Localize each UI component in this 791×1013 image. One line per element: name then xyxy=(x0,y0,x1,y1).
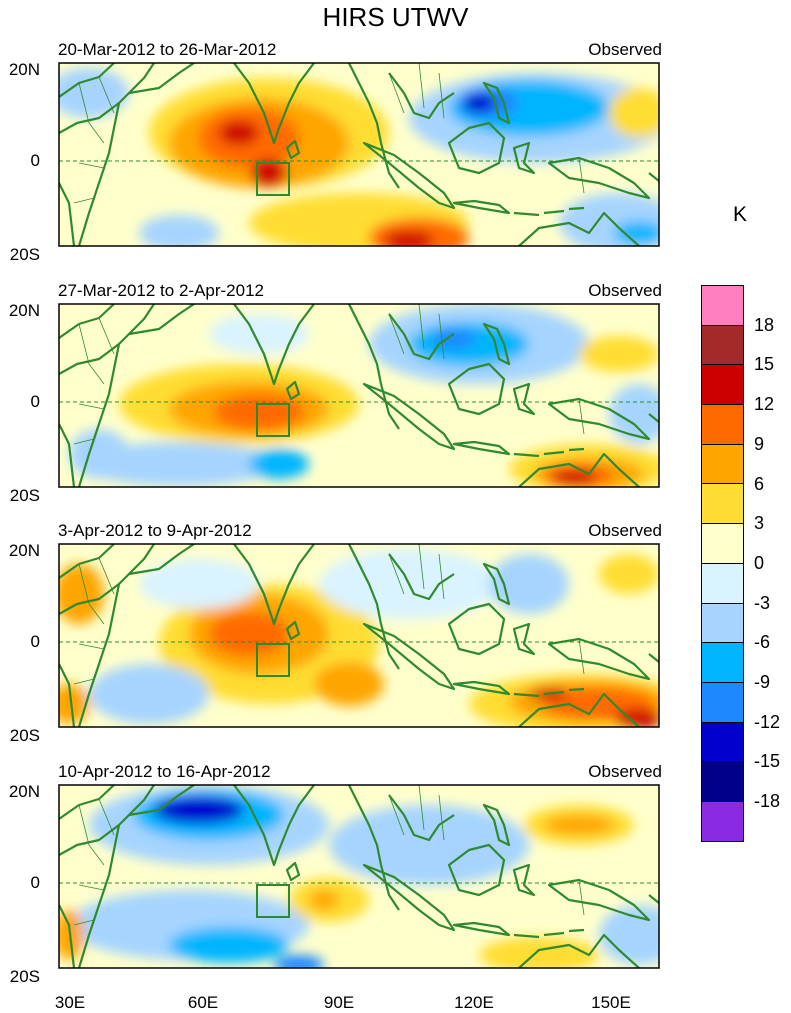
colorbar-swatch xyxy=(701,562,744,604)
colorbar-swatch xyxy=(701,681,744,723)
colorbar-label: 15 xyxy=(754,354,775,375)
lon-label-30e: 30E xyxy=(54,993,86,1012)
colorbar-swatch xyxy=(701,523,744,564)
lat-label-0: 0 xyxy=(30,632,40,651)
lat-label-0: 0 xyxy=(30,151,40,170)
lat-label-20n: 20N xyxy=(8,541,40,560)
map-panel-3: 3-Apr-2012 to 9-Apr-2012 Observed 20N 0 … xyxy=(0,521,791,761)
colorbar-swatch xyxy=(701,364,744,406)
panel-period: 20-Mar-2012 to 26-Mar-2012 xyxy=(58,40,277,59)
map-panel-1: 20-Mar-2012 to 26-Mar-2012 Observed 20N … xyxy=(0,40,791,280)
lon-label-120e: 120E xyxy=(454,993,494,1012)
colorbar-label: -3 xyxy=(754,592,771,613)
colorbar-swatch xyxy=(701,443,744,485)
map-panel-4: 10-Apr-2012 to 16-Apr-2012 Observed 20N … xyxy=(0,762,791,1002)
colorbar-label: 0 xyxy=(754,552,765,573)
colorbar xyxy=(701,285,744,842)
lon-label-150e: 150E xyxy=(591,993,631,1012)
anomaly-map xyxy=(58,543,660,728)
lat-label-20n: 20N xyxy=(8,301,40,320)
colorbar-swatch xyxy=(701,800,744,842)
colorbar-swatch xyxy=(701,324,744,366)
colorbar-label: -12 xyxy=(754,711,781,732)
colorbar-swatch xyxy=(701,721,744,763)
colorbar-label: -15 xyxy=(754,751,781,772)
panel-label: Observed xyxy=(588,40,662,59)
colorbar-swatch xyxy=(701,642,744,683)
colorbar-label: 3 xyxy=(754,513,765,534)
colorbar-swatch xyxy=(701,602,744,644)
colorbar-label: -18 xyxy=(754,791,781,812)
figure-title: HIRS UTWV xyxy=(322,2,469,32)
colorbar-swatch xyxy=(701,285,744,326)
colorbar-label: 9 xyxy=(754,433,765,454)
lat-label-20n: 20N xyxy=(8,782,40,801)
anomaly-map xyxy=(58,62,660,247)
panel-label: Observed xyxy=(588,762,662,781)
colorbar-label: -9 xyxy=(754,672,771,692)
lat-label-20s: 20S xyxy=(9,245,40,264)
colorbar-label: -6 xyxy=(754,632,771,653)
anomaly-map xyxy=(58,784,660,969)
lat-label-0: 0 xyxy=(30,873,40,892)
lon-label-60e: 60E xyxy=(187,993,219,1012)
lat-label-20n: 20N xyxy=(8,60,40,79)
lat-label-20s: 20S xyxy=(9,967,40,986)
colorbar-swatch xyxy=(701,761,744,802)
lon-label-90e: 90E xyxy=(323,993,355,1012)
panel-period: 10-Apr-2012 to 16-Apr-2012 xyxy=(58,762,271,781)
anomaly-map xyxy=(58,303,660,488)
panel-period: 3-Apr-2012 to 9-Apr-2012 xyxy=(58,521,252,540)
colorbar-swatch xyxy=(701,483,744,525)
panel-label: Observed xyxy=(588,281,662,300)
panel-period: 27-Mar-2012 to 2-Apr-2012 xyxy=(58,281,265,300)
map-panel-2: 27-Mar-2012 to 2-Apr-2012 Observed 20N 0… xyxy=(0,281,791,521)
colorbar-label: 12 xyxy=(754,394,775,415)
lat-label-20s: 20S xyxy=(9,726,40,745)
colorbar-label: 18 xyxy=(754,314,775,335)
colorbar-swatch xyxy=(701,404,744,445)
lat-label-20s: 20S xyxy=(9,486,40,505)
colorbar-label: 6 xyxy=(754,473,765,494)
lat-label-0: 0 xyxy=(30,392,40,411)
colorbar-unit: K xyxy=(733,203,748,226)
panel-label: Observed xyxy=(588,521,662,540)
